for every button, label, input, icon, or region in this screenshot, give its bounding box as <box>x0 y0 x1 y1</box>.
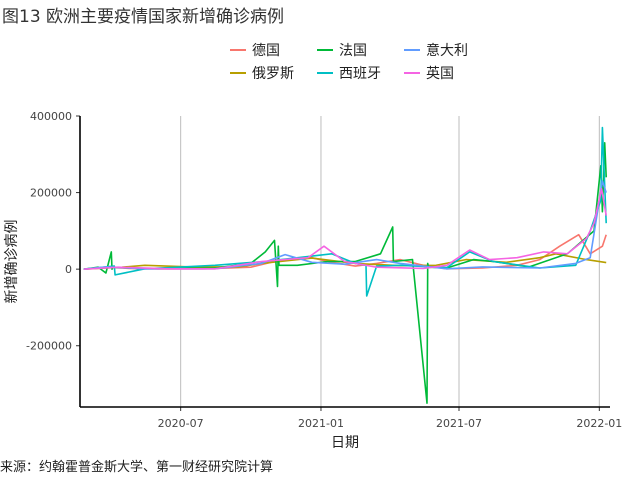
x-axis-title: 日期 <box>331 435 359 451</box>
series-line <box>83 188 607 270</box>
legend-label: 法国 <box>339 43 367 59</box>
series-line <box>83 126 607 297</box>
y-axis-title: 新增确诊病例 <box>4 220 20 304</box>
legend-label: 俄罗斯 <box>252 66 294 82</box>
figure-title: 图13 欧洲主要疫情国家新增确诊病例 <box>2 7 285 27</box>
series-lines <box>83 126 607 405</box>
x-tick-label: 2021-01 <box>298 417 344 430</box>
x-tick-label: 2022-01 <box>576 417 622 430</box>
series-line <box>83 253 607 270</box>
y-tick-label: 400000 <box>30 110 72 123</box>
legend-label: 意大利 <box>426 42 468 59</box>
legend-label: 西班牙 <box>339 66 381 82</box>
y-tick-label: 0 <box>65 263 72 276</box>
source-note: 来源：约翰霍普金斯大学、第一财经研究院计算 <box>0 460 274 475</box>
legend-label: 英国 <box>426 65 454 82</box>
x-tick-label: 2021-07 <box>436 417 482 430</box>
series-line <box>83 142 607 405</box>
y-tick-label: 200000 <box>30 187 72 200</box>
y-tick-label: -200000 <box>26 340 72 353</box>
legend-label: 德国 <box>252 43 280 59</box>
x-tick-label: 2020-07 <box>158 417 204 430</box>
axes: 2020-07 2021-01 2021-07 2022-01 -200000 0 2000… <box>26 110 622 430</box>
